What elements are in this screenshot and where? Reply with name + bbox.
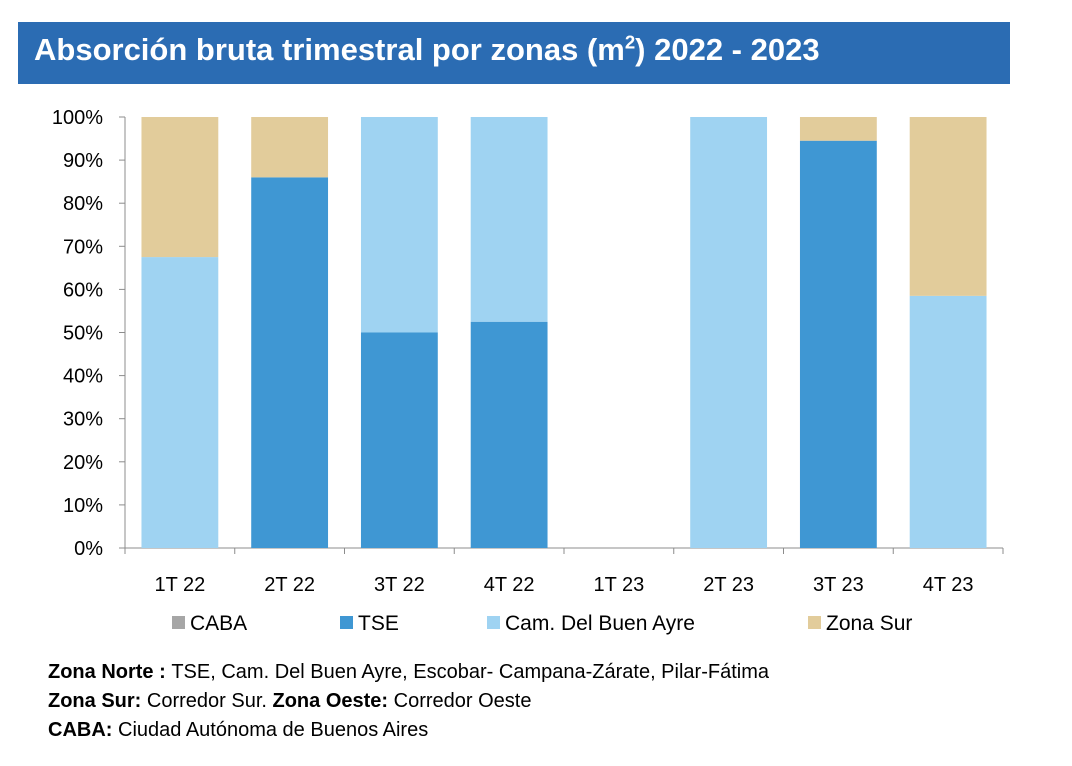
x-tick-label: 1T 22: [154, 574, 205, 596]
note-caba: CABA: Ciudad Autónoma de Buenos Aires: [48, 716, 769, 745]
legend-swatch: [808, 616, 821, 629]
x-tick-label: 2T 22: [264, 574, 315, 596]
bar-cam-del-buen-ayre-2: [360, 117, 438, 333]
footnotes: Zona Norte : TSE, Cam. Del Buen Ayre, Es…: [48, 658, 769, 745]
bar-tse-1: [251, 177, 329, 548]
bar-zona-sur-7: [909, 117, 987, 296]
x-tick-label: 2T 23: [703, 574, 754, 596]
legend-label: CABA: [190, 612, 247, 635]
x-tick-label: 4T 22: [484, 574, 535, 596]
legend-swatch: [172, 616, 185, 629]
note-text: TSE, Cam. Del Buen Ayre, Escobar- Campan…: [171, 661, 769, 683]
x-tick-label: 3T 23: [813, 574, 864, 596]
bar-tse-6: [799, 140, 877, 548]
bar-cam-del-buen-ayre-0: [141, 257, 219, 548]
chart-title-superscript: 2: [624, 31, 636, 53]
y-tick-label: 0%: [74, 538, 103, 560]
y-tick-label: 60%: [63, 279, 103, 301]
note-text: Corredor Oeste: [393, 690, 532, 712]
y-tick-label: 20%: [63, 452, 103, 474]
x-tick-label: 4T 23: [923, 574, 974, 596]
note-label: CABA:: [48, 719, 118, 741]
chart-title-main: Absorción bruta trimestral por zonas (m: [34, 32, 625, 67]
bar-cam-del-buen-ayre-5: [690, 117, 768, 548]
x-tick-label: 3T 22: [374, 574, 425, 596]
legend-label: Zona Sur: [826, 612, 912, 635]
legend-swatch: [487, 616, 500, 629]
bar-tse-2: [360, 332, 438, 548]
chart-title: Absorción bruta trimestral por zonas (m2…: [34, 32, 820, 68]
title-bar: Absorción bruta trimestral por zonas (m2…: [18, 22, 1010, 84]
bar-zona-sur-1: [251, 117, 329, 178]
legend-label: Cam. Del Buen Ayre: [505, 612, 695, 635]
chart-title-tail: ) 2022 - 2023: [635, 32, 820, 67]
bar-zona-sur-6: [799, 117, 877, 141]
note-zona-sur-oeste: Zona Sur: Corredor Sur. Zona Oeste: Corr…: [48, 687, 769, 716]
y-tick-label: 40%: [63, 366, 103, 388]
stacked-bar-chart: 0% 10% 20% 30% 40% 50% 60% 70% 80% 90% 100% 1T 22 2T…: [52, 107, 1004, 635]
bar-cam-del-buen-ayre-3: [470, 117, 548, 322]
note-text: Ciudad Autónoma de Buenos Aires: [118, 719, 429, 741]
note-zona-norte: Zona Norte : TSE, Cam. Del Buen Ayre, Es…: [48, 658, 769, 687]
bar-cam-del-buen-ayre-7: [909, 295, 987, 548]
bar-zona-sur-0: [141, 117, 219, 258]
y-tick-label: 10%: [63, 495, 103, 517]
bar-tse-3: [470, 321, 548, 548]
y-tick-label: 90%: [63, 150, 103, 172]
y-tick-label: 30%: [63, 409, 103, 431]
y-tick-label: 80%: [63, 193, 103, 215]
y-tick-label: 50%: [63, 323, 103, 345]
y-tick-label: 100%: [52, 107, 103, 129]
y-tick-label: 70%: [63, 236, 103, 258]
note-text: Corredor Sur.: [146, 690, 273, 712]
note-label: Zona Sur:: [48, 690, 147, 712]
note-label: Zona Oeste:: [272, 690, 394, 712]
note-label: Zona Norte :: [48, 661, 172, 683]
x-tick-label: 1T 23: [593, 574, 644, 596]
legend-label: TSE: [358, 612, 399, 635]
legend-swatch: [340, 616, 353, 629]
